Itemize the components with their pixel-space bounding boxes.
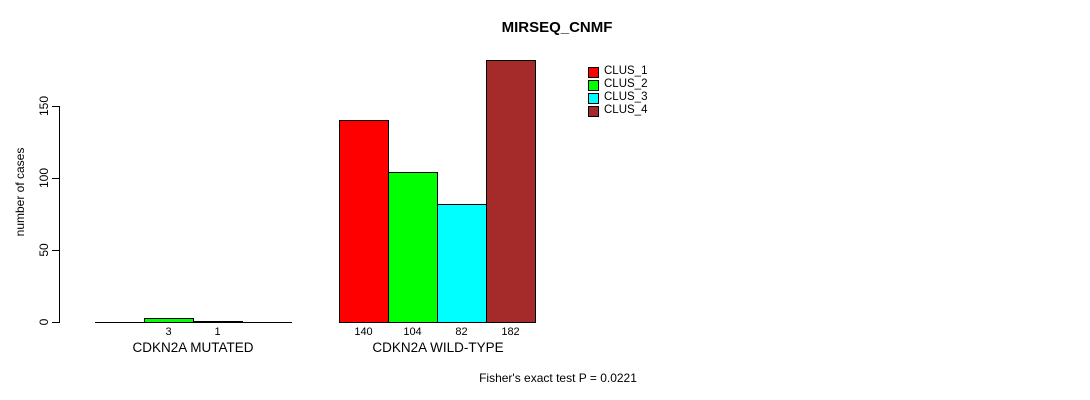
- y-tick-label-150: 150: [37, 95, 51, 117]
- legend-swatch-clus_3: [588, 93, 599, 104]
- group-label-wildtype: CDKN2A WILD-TYPE: [372, 340, 504, 355]
- bar-clus_3-group0: [193, 321, 243, 323]
- bar-clus_1-group1: [339, 120, 389, 323]
- bar-value-label-clus_3-group0: 1: [214, 326, 221, 338]
- legend-label-clus_3: CLUS_3: [604, 91, 648, 103]
- bar-value-label-clus_2-group1: 104: [403, 326, 422, 338]
- legend-swatch-clus_4: [588, 106, 599, 117]
- bar-clus_2-group1: [388, 172, 438, 323]
- y-tick-mark-150: [52, 106, 59, 107]
- bar-clus_2-group0: [144, 318, 194, 323]
- bar-value-label-clus_2-group0: 3: [165, 326, 172, 338]
- legend-label-clus_1: CLUS_1: [604, 65, 648, 77]
- legend-label-clus_2: CLUS_2: [604, 78, 648, 90]
- y-tick-mark-50: [52, 250, 59, 251]
- chart-title: MIRSEQ_CNMF: [501, 19, 613, 36]
- legend-swatch-clus_2: [588, 80, 599, 91]
- bar-value-label-clus_4-group1: 182: [501, 326, 520, 338]
- fisher-test-annotation: Fisher's exact test P = 0.0221: [479, 371, 637, 385]
- y-tick-mark-0: [52, 322, 59, 323]
- y-tick-label-0: 0: [37, 318, 51, 326]
- y-tick-label-100: 100: [37, 167, 51, 189]
- y-tick-label-50: 50: [37, 243, 51, 257]
- bar-clus_4-group1: [486, 60, 536, 323]
- y-axis-line: [59, 106, 60, 323]
- y-tick-mark-100: [52, 178, 59, 179]
- bar-value-label-clus_1-group1: 140: [354, 326, 373, 338]
- legend-swatch-clus_1: [588, 67, 599, 78]
- legend-label-clus_4: CLUS_4: [604, 104, 648, 116]
- bar-clus_3-group1: [437, 204, 487, 323]
- y-axis-title: number of cases: [13, 147, 27, 237]
- bar-value-label-clus_3-group1: 82: [455, 326, 468, 338]
- group-label-mutated: CDKN2A MUTATED: [132, 340, 254, 355]
